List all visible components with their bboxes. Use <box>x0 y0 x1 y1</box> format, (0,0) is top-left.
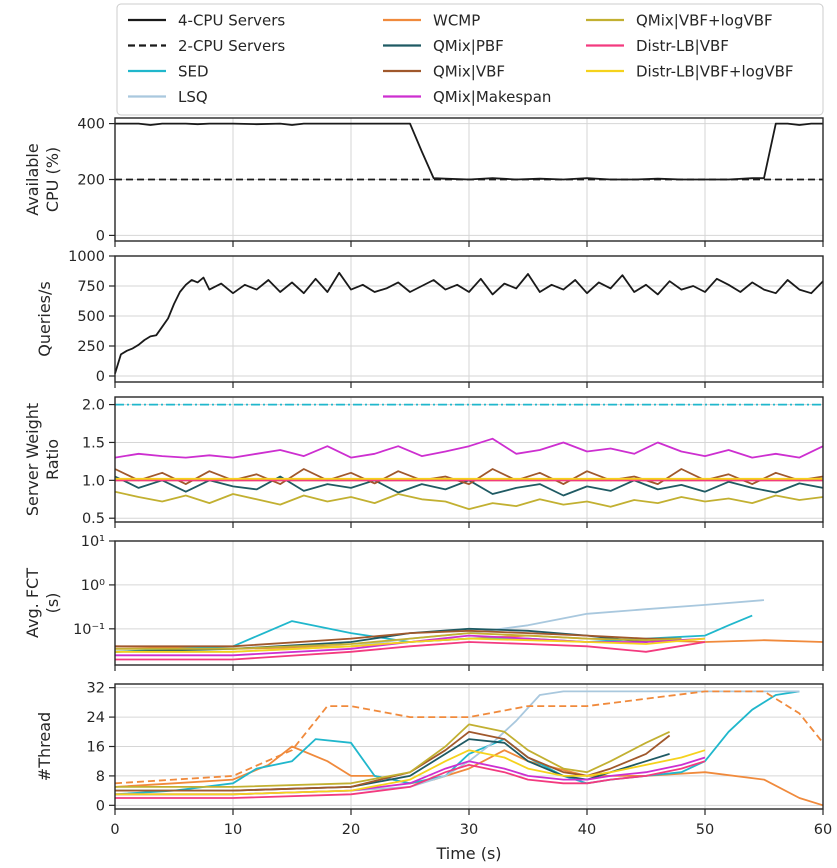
y-tick-label: 1.0 <box>82 473 105 489</box>
series-line-sed <box>114 690 800 796</box>
x-tick-label: 10 <box>224 822 242 838</box>
y-axis-label: Available <box>23 143 42 215</box>
legend-label: Distr-LB|VBF+logVBF <box>636 63 794 81</box>
y-axis-label: Ratio <box>43 439 62 480</box>
series-line-qmix-vbf <box>115 629 682 648</box>
x-tick-label: 50 <box>696 822 714 838</box>
plot-frame <box>114 255 824 383</box>
y-tick-label: 400 <box>77 117 105 133</box>
series-line-distr-lb-vbf-logvbf <box>115 637 706 653</box>
series-line-qmix-makespan <box>114 437 824 459</box>
plot-frame <box>114 396 824 523</box>
legend-frame <box>116 3 824 116</box>
y-tick-label: 200 <box>77 173 105 189</box>
plot-frame <box>114 683 824 810</box>
x-tick-label: 40 <box>578 822 596 838</box>
y-tick-label: 250 <box>77 339 105 355</box>
y-tick-label: 0.5 <box>82 511 105 527</box>
x-tick-label: 20 <box>342 822 360 838</box>
chart-panel-5: 0 8 16 24 32 #Thread 0 10 20 30 40 50 60 Time (s) <box>35 681 832 863</box>
y-axis-label: #Thread <box>35 712 54 781</box>
series-line-distr-lb-vbf-logvbf <box>115 749 706 796</box>
legend-label: 4-CPU Servers <box>178 12 285 30</box>
x-tick-label: 0 <box>110 822 119 838</box>
y-tick-label: 0 <box>96 369 105 385</box>
series-line-4-cpu-servers <box>114 271 824 374</box>
series-line-distr-lb-vbf <box>115 641 706 661</box>
y-tick-label: 16 <box>87 740 105 756</box>
legend-label: QMix|Makespan <box>433 88 551 106</box>
chart-panel-4: 10⁻¹ 10⁰ 10¹ Avg. FCT (s) <box>23 534 824 671</box>
legend-label: LSQ <box>178 88 208 106</box>
y-tick-label: 0 <box>96 798 105 814</box>
legend-label: QMix|VBF+logVBF <box>636 12 773 30</box>
chart-panel-1: 0 200 400 Available CPU (%) <box>23 117 824 247</box>
y-tick-label: 32 <box>87 681 105 697</box>
y-tick-label: 2.0 <box>82 398 105 414</box>
y-axis-label: Queries/s <box>35 281 54 357</box>
x-tick-label: 60 <box>814 822 832 838</box>
legend-label: QMix|PBF <box>433 37 504 55</box>
y-axis-label: CPU (%) <box>43 147 62 212</box>
y-tick-label: 10⁻¹ <box>73 622 105 638</box>
y-tick-label: 750 <box>77 279 105 295</box>
series-line-qmix-vbf <box>115 730 671 792</box>
y-tick-label: 10⁰ <box>81 578 105 594</box>
legend-label: 2-CPU Servers <box>178 37 285 55</box>
series-line-lsq <box>115 690 800 796</box>
y-tick-label: 8 <box>96 769 105 785</box>
y-tick-label: 1000 <box>68 249 105 265</box>
legend: 4-CPU Servers 2-CPU Servers SED LSQ WCMP QMix… <box>116 3 824 116</box>
x-axis-label: Time (s) <box>435 844 501 863</box>
plot-frame <box>114 117 824 242</box>
legend-label: Distr-LB|VBF <box>636 37 729 55</box>
series-line-qmix-vbf-logvbf <box>115 632 682 650</box>
y-axis-label: (s) <box>43 593 62 614</box>
legend-label: SED <box>178 63 209 81</box>
y-tick-label: 0 <box>96 228 105 244</box>
plot-frame <box>114 540 824 666</box>
y-axis-label: Server Weight <box>23 403 42 516</box>
series-line-qmix-vbf-logvbf <box>115 723 670 788</box>
y-axis-label: Avg. FCT <box>23 568 42 638</box>
legend-label: WCMP <box>433 12 480 30</box>
chart-panel-2: 0 250 500 750 1000 Queries/s <box>35 249 824 388</box>
legend-label: QMix|VBF <box>433 63 505 81</box>
chart-panel-3: 0.5 1.0 1.5 2.0 Server Weight Ratio <box>23 396 824 528</box>
series-line-qmix-makespan <box>115 634 706 657</box>
series-line-distr-lb-vbf <box>115 760 706 799</box>
series-line-qmix-vbf-logvbf <box>114 490 824 511</box>
x-tick-label: 30 <box>460 822 478 838</box>
y-tick-label: 500 <box>77 309 105 325</box>
y-tick-label: 24 <box>87 710 105 726</box>
y-tick-label: 1.5 <box>82 435 105 451</box>
y-tick-label: 10¹ <box>81 534 105 550</box>
